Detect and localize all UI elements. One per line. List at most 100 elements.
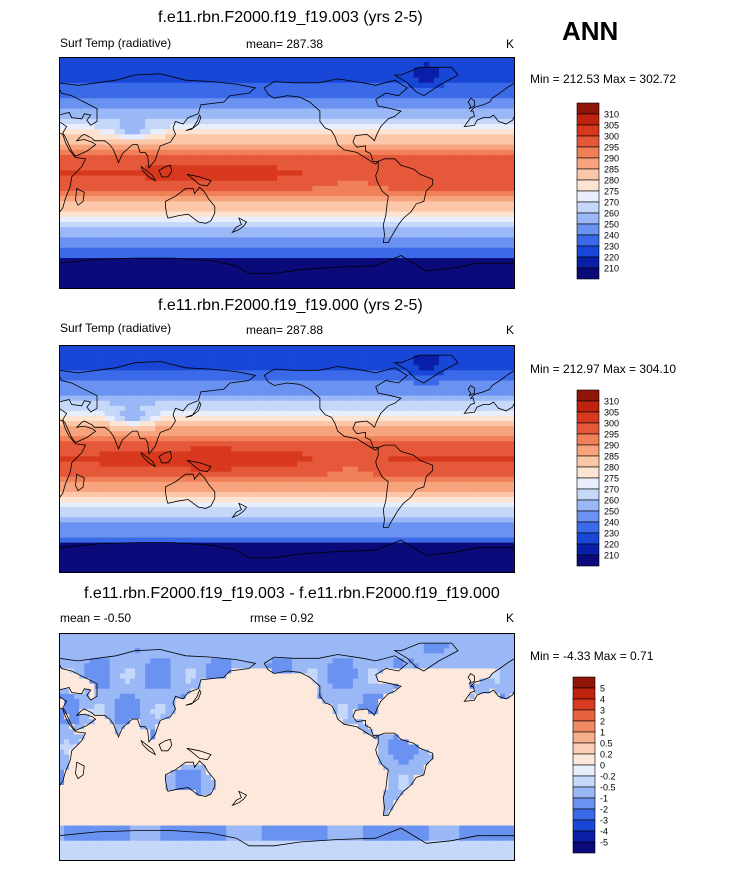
- heatmap-cell: [418, 375, 425, 381]
- heatmap-cell: [89, 196, 95, 202]
- heatmap-cell: [180, 252, 187, 259]
- heatmap-cell: [185, 118, 192, 125]
- heatmap-cell: [413, 227, 420, 233]
- heatmap-cell: [499, 191, 506, 197]
- heatmap-cell: [79, 77, 85, 84]
- heatmap-cell: [302, 211, 308, 218]
- heatmap-cell: [79, 390, 85, 397]
- heatmap-cell: [423, 283, 430, 289]
- heatmap-cell: [287, 57, 293, 63]
- heatmap-cell: [74, 273, 80, 280]
- heatmap-cell: [129, 211, 136, 218]
- heatmap-cell: [383, 201, 389, 207]
- heatmap-cell: [439, 268, 445, 274]
- heatmap-cell: [150, 180, 156, 187]
- heatmap-cell: [221, 62, 227, 68]
- heatmap-cell: [246, 134, 252, 140]
- heatmap-cell: [124, 263, 131, 269]
- heatmap-cell: [494, 129, 501, 135]
- heatmap-cell: [439, 154, 445, 161]
- heatmap-cell: [363, 139, 369, 146]
- heatmap-cell: [297, 180, 303, 187]
- heatmap-cell: [378, 170, 384, 176]
- heatmap-cell: [454, 237, 460, 243]
- heatmap-cell: [266, 170, 273, 176]
- heatmap-cell: [479, 221, 485, 228]
- heatmap-cell: [302, 124, 308, 130]
- heatmap-cell: [211, 82, 217, 89]
- heatmap-cell: [469, 180, 475, 187]
- heatmap-cell: [499, 221, 506, 228]
- heatmap-cell: [287, 185, 293, 192]
- heatmap-cell: [484, 160, 491, 166]
- heatmap-cell: [94, 62, 100, 68]
- heatmap-cell: [347, 350, 354, 356]
- heatmap-cell: [84, 263, 90, 269]
- heatmap-cell: [322, 196, 328, 202]
- heatmap-cell: [287, 196, 293, 202]
- heatmap-cell: [347, 216, 354, 223]
- heatmap-cell: [484, 355, 491, 361]
- heatmap-cell: [266, 360, 273, 366]
- heatmap-cell: [155, 273, 161, 280]
- heatmap-cell: [221, 221, 227, 228]
- heatmap-cell: [99, 268, 105, 274]
- coastline-greenland: [393, 66, 459, 97]
- heatmap-cell: [185, 268, 192, 274]
- heatmap-cell: [190, 345, 197, 351]
- heatmap-cell: [114, 390, 121, 397]
- heatmap-cell: [251, 242, 257, 249]
- heatmap-cell: [378, 82, 384, 89]
- heatmap-cell: [64, 113, 70, 120]
- heatmap-cell: [89, 108, 95, 115]
- heatmap-cell: [383, 77, 389, 84]
- heatmap-cell: [150, 278, 156, 285]
- heatmap-cell: [393, 139, 399, 146]
- heatmap-cell: [99, 144, 105, 151]
- heatmap-cell: [423, 242, 430, 249]
- heatmap-cell: [74, 237, 80, 243]
- heatmap-cell: [408, 350, 415, 356]
- heatmap-cell: [271, 355, 278, 361]
- heatmap-cell: [104, 355, 111, 361]
- heatmap-cell: [504, 134, 511, 140]
- heatmap-cell: [231, 283, 237, 289]
- heatmap-cell: [307, 211, 313, 218]
- heatmap-cell: [129, 242, 136, 249]
- heatmap-cell: [332, 113, 339, 120]
- heatmap-cell: [423, 273, 430, 280]
- heatmap-cell: [99, 345, 105, 351]
- heatmap-cell: [109, 67, 116, 73]
- heatmap-cell: [408, 221, 415, 228]
- heatmap-cell: [327, 227, 333, 233]
- heatmap-cell: [109, 180, 116, 187]
- heatmap-cell: [509, 283, 515, 289]
- heatmap-cell: [79, 370, 85, 376]
- heatmap-cell: [246, 93, 252, 99]
- heatmap-cell: [89, 67, 95, 73]
- heatmap-cell: [99, 227, 105, 233]
- heatmap-cell: [211, 87, 217, 94]
- heatmap-cell: [251, 57, 257, 63]
- heatmap-cell: [256, 149, 263, 156]
- heatmap-cell: [378, 191, 384, 197]
- heatmap-cell: [413, 375, 420, 381]
- heatmap-cell: [373, 144, 379, 151]
- heatmap-cell: [190, 252, 197, 259]
- heatmap-cell: [129, 345, 136, 351]
- heatmap-cell: [266, 227, 273, 233]
- heatmap-cell: [499, 365, 506, 371]
- heatmap-cell: [109, 170, 116, 176]
- heatmap-cell: [332, 175, 339, 182]
- heatmap-cell: [413, 360, 420, 366]
- heatmap-cell: [479, 160, 485, 166]
- heatmap-cell: [221, 237, 227, 243]
- heatmap-cell: [216, 375, 222, 381]
- heatmap-cell: [170, 370, 176, 376]
- heatmap-cell: [499, 355, 506, 361]
- heatmap-cell: [221, 185, 227, 192]
- heatmap-cell: [74, 283, 80, 289]
- heatmap-cell: [124, 57, 131, 63]
- heatmap-cell: [165, 118, 171, 125]
- heatmap-cell: [504, 211, 511, 218]
